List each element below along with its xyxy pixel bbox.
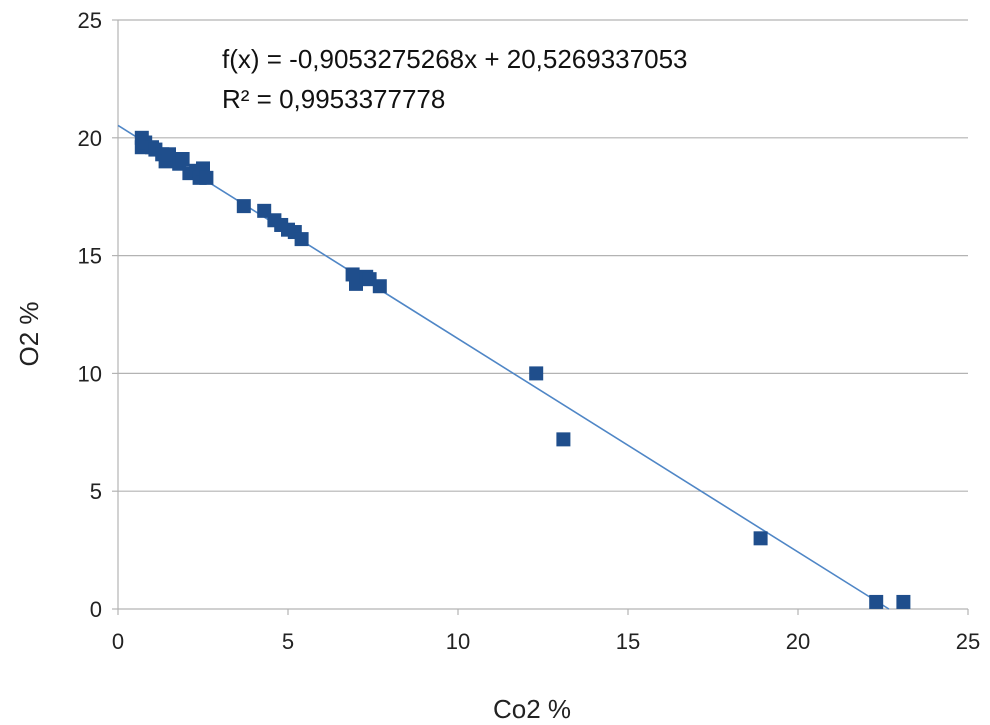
- trendline-r-squared: R² = 0,9953377778: [222, 84, 445, 114]
- y-axis-title: O2 %: [14, 301, 44, 366]
- x-tick-label-3: 15: [616, 629, 640, 654]
- data-point-0-27: [529, 366, 544, 381]
- x-tick-label-5: 25: [956, 629, 980, 654]
- y-tick-label-5: 25: [78, 8, 102, 33]
- trendline: [117, 124, 890, 610]
- data-point-0-28: [556, 432, 571, 447]
- trendline-equation: f(x) = -0,9053275268x + 20,5269337053: [222, 44, 688, 74]
- data-point-0-30: [869, 594, 884, 609]
- x-tick-labels: 0 5 10 15 20 25: [112, 629, 980, 654]
- x-axis-title: Co2 %: [493, 694, 571, 724]
- x-tick-label-0: 0: [112, 629, 124, 654]
- trendline-line: [117, 124, 890, 610]
- data-point-0-31: [896, 594, 911, 609]
- data-point-0-26: [372, 279, 387, 294]
- x-tick-label-4: 20: [786, 629, 810, 654]
- y-tick-label-3: 15: [78, 244, 102, 269]
- data-point-0-29: [753, 531, 768, 546]
- grid-lines: [118, 19, 968, 492]
- data-point-0-9: [175, 152, 190, 167]
- x-tick-label-2: 10: [446, 629, 470, 654]
- y-tick-label-1: 5: [90, 479, 102, 504]
- y-tick-label-0: 0: [90, 597, 102, 622]
- y-tick-label-4: 20: [78, 126, 102, 151]
- data-points: [134, 130, 911, 609]
- data-point-0-15: [236, 199, 251, 214]
- data-point-0-14: [199, 170, 214, 185]
- axes: [112, 19, 969, 615]
- y-tick-labels: 0 5 10 15 20 25: [78, 8, 102, 622]
- y-tick-label-2: 10: [78, 361, 102, 386]
- x-tick-label-1: 5: [282, 629, 294, 654]
- data-point-0-21: [294, 232, 309, 247]
